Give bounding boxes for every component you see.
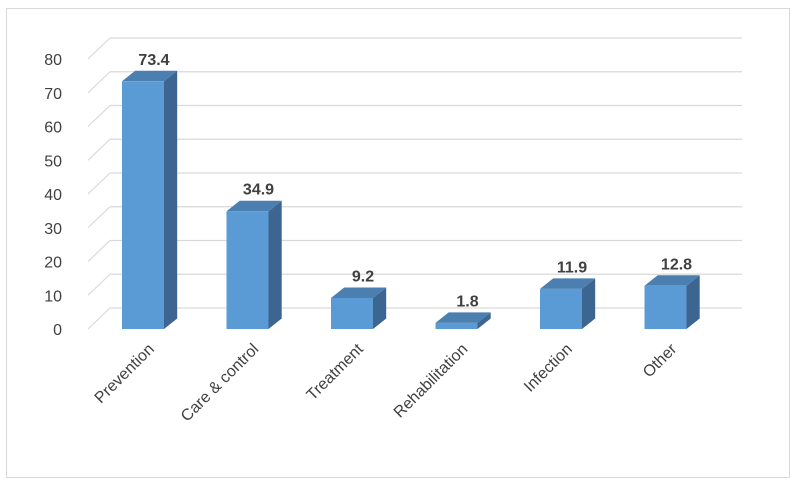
gridline-side [87,138,111,161]
data-label: 9.2 [352,268,374,285]
x-tick-label: Other [640,340,681,381]
gridline-side [87,307,111,330]
x-tick-label: Rehabilitation [391,341,472,422]
bar-front [331,297,373,329]
bar-top [644,275,700,286]
gridline-side [87,71,111,94]
bar-top [331,287,387,298]
bar-top [122,70,178,82]
bar-top [540,278,596,289]
bar-side [268,200,282,329]
bar [226,200,282,329]
bar-front [644,285,687,329]
gridline-side [87,37,111,60]
y-tick-label: 0 [53,322,62,339]
y-tick-label: 80 [44,52,62,69]
bar [644,275,700,329]
data-label: 1.8 [456,293,478,310]
gridline-side [87,206,111,229]
x-tick-label: Infection [521,341,576,396]
bar-front [122,81,164,330]
bar-front [435,322,478,329]
bar-side [477,312,491,329]
y-tick-label: 30 [44,221,62,238]
bar-side [164,70,178,330]
x-tick-label: Prevention [92,341,158,407]
y-axis: 0 10 20 30 40 50 60 70 80 [44,52,62,339]
data-label: 11.9 [557,259,587,276]
gridline-side [87,105,111,127]
bar-front [540,288,582,329]
y-tick-label: 70 [44,86,62,103]
x-tick-label: Treatment [304,340,368,404]
gridline-side [87,172,111,195]
data-label: 12.8 [661,256,692,273]
bar-side [373,287,387,329]
bar [122,70,178,330]
bar [435,312,491,329]
gridline-side [87,273,111,296]
bar-top [226,200,282,212]
y-tick-label: 40 [44,187,62,204]
bar-front [226,211,269,329]
gridline-side [87,240,111,262]
y-tick-label: 10 [44,288,62,305]
x-tick-label: Care & control [178,341,262,425]
data-label: 73.4 [138,52,169,69]
bar [331,287,387,329]
bar-side [686,275,700,329]
data-label: 34.9 [243,182,274,199]
bar [540,278,596,329]
y-tick-label: 60 [44,120,62,137]
gridlines [87,37,742,330]
y-tick-label: 50 [44,153,62,170]
y-tick-label: 20 [44,255,62,272]
bar-top [435,312,491,323]
bars: 73.4 Prevention 34.9 Care & control 9.2 Treat… [92,52,700,425]
bar-side [582,278,596,329]
